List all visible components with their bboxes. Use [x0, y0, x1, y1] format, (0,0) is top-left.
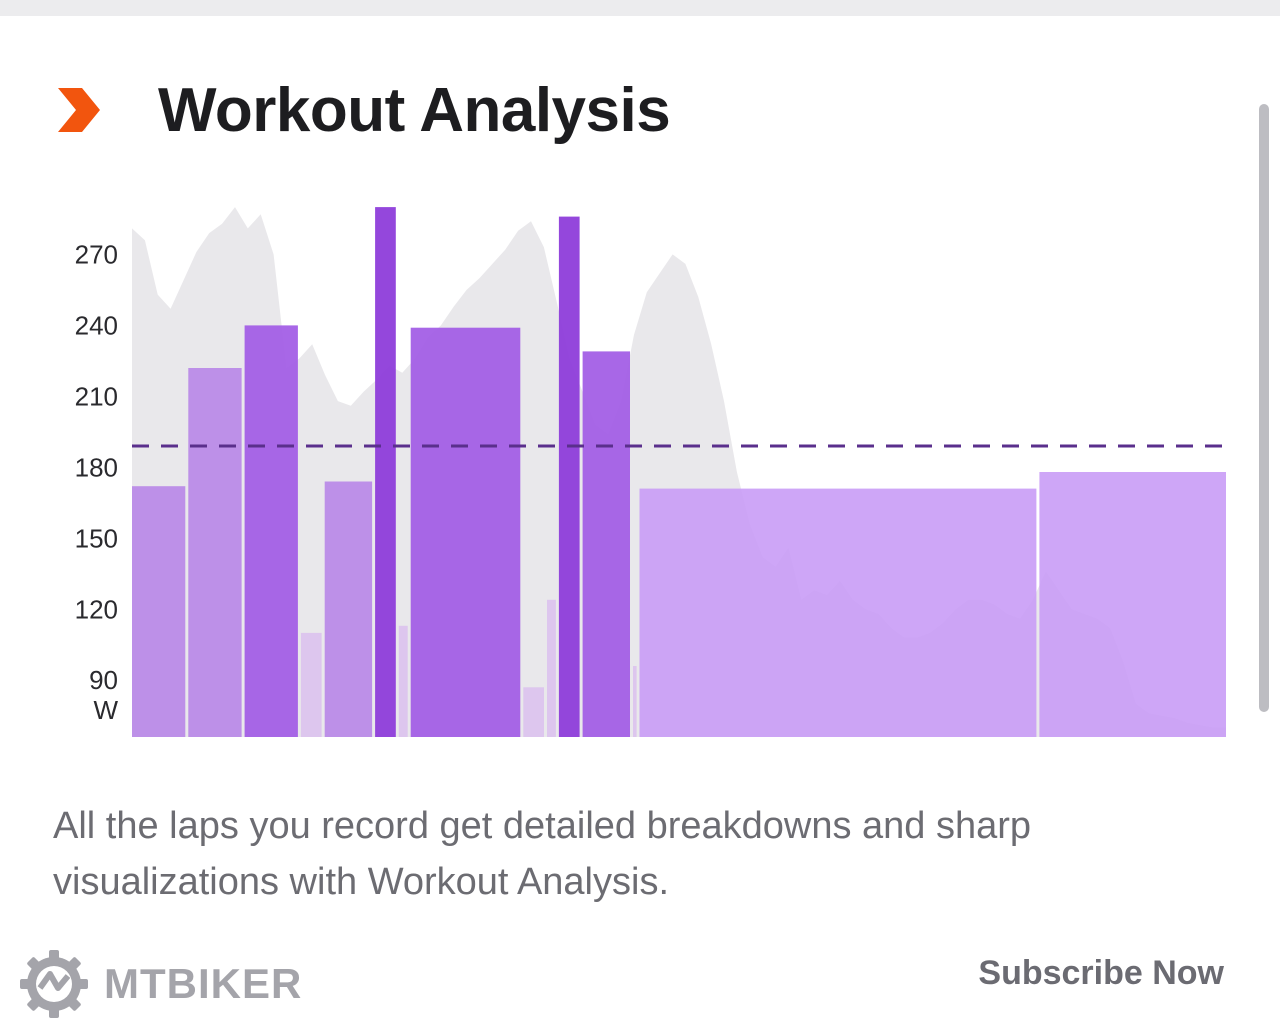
gear-logo-icon [20, 950, 88, 1018]
lap-bar[interactable] [1039, 472, 1226, 737]
lap-bars [132, 207, 1226, 738]
lap-bar[interactable] [300, 632, 322, 737]
y-axis-labels: 270 240 210 180 150 120 90 [75, 239, 118, 695]
brand-name: MTBIKER [104, 960, 303, 1007]
lap-bar[interactable] [324, 481, 373, 738]
scrollbar[interactable] [1259, 104, 1269, 712]
unit-label: W [93, 695, 118, 725]
power-background-area [132, 207, 1226, 738]
y-tick-label: 270 [75, 239, 118, 269]
lap-bar[interactable] [410, 327, 521, 737]
lap-bar[interactable] [132, 486, 186, 737]
lap-bar[interactable] [523, 687, 544, 737]
y-tick-label: 90 [89, 665, 118, 695]
y-tick-label: 210 [75, 381, 118, 411]
power-chart-svg: 270 240 210 180 150 120 90 W [75, 207, 1226, 738]
y-tick-label: 120 [75, 594, 118, 624]
y-tick-label: 150 [75, 523, 118, 553]
description-text: All the laps you record get detailed bre… [53, 805, 1032, 903]
lap-bar[interactable] [547, 599, 556, 737]
brand-logo[interactable]: MTBIKER [18, 948, 302, 1020]
lap-bar[interactable] [398, 625, 408, 737]
header: Workout Analysis [56, 70, 671, 150]
top-strip [0, 0, 1280, 16]
lap-bar[interactable] [633, 666, 637, 737]
power-chart: 270 240 210 180 150 120 90 W [0, 170, 1250, 770]
lap-bar[interactable] [375, 207, 396, 738]
subscribe-now-link[interactable]: Subscribe Now [978, 954, 1224, 992]
footer: MTBIKER Subscribe Now [0, 940, 1280, 1020]
lap-bar[interactable] [639, 488, 1037, 737]
lap-bar[interactable] [582, 351, 630, 737]
lap-bar[interactable] [244, 325, 298, 737]
page-title: Workout Analysis [158, 75, 671, 145]
chevron-right-icon [58, 88, 100, 132]
lap-bar[interactable] [558, 216, 580, 738]
y-tick-label: 240 [75, 310, 118, 340]
lap-bar[interactable] [188, 368, 242, 737]
y-tick-label: 180 [75, 452, 118, 482]
